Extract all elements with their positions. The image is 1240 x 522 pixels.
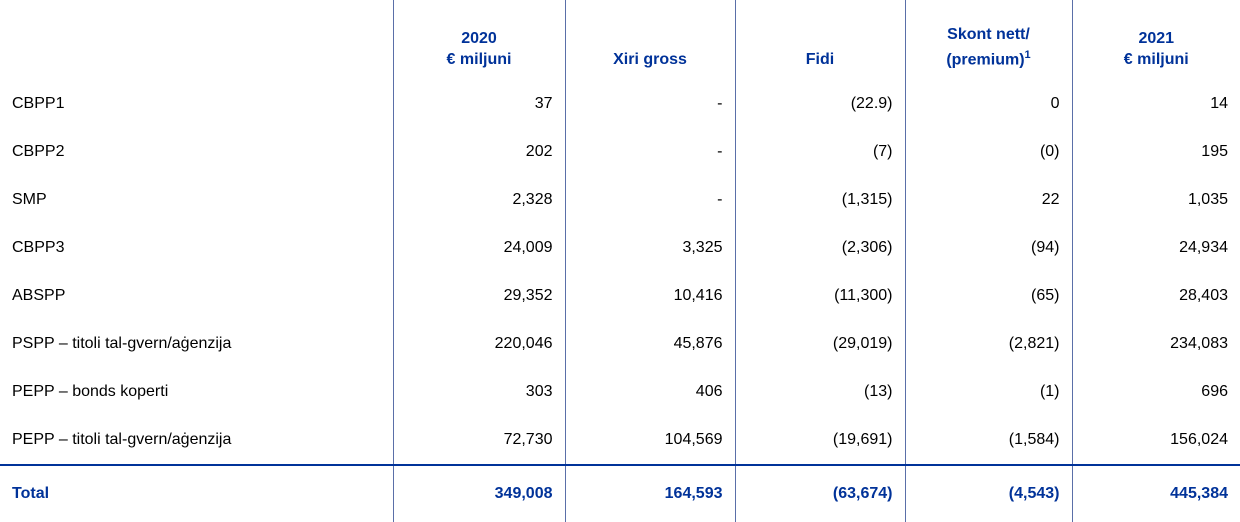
value-cell: (1,584) xyxy=(904,416,1072,465)
value-cell: 3,325 xyxy=(564,224,735,272)
header-cell: Skont nett/ (premium)1 xyxy=(904,0,1072,80)
value-cell: 0 xyxy=(904,80,1072,128)
value-cell: (65) xyxy=(904,272,1072,320)
value-cell: 22 xyxy=(904,176,1072,224)
value-cell: - xyxy=(564,128,735,176)
header-text: 2020 xyxy=(461,30,497,47)
header-cell: 2020 € miljuni xyxy=(392,0,565,80)
value-cell: 303 xyxy=(392,368,565,416)
value-cell: (1) xyxy=(904,368,1072,416)
value-cell: 2,328 xyxy=(392,176,565,224)
value-cell: (19,691) xyxy=(734,416,905,465)
value-cell: 29,352 xyxy=(392,272,565,320)
value-cell: (94) xyxy=(904,224,1072,272)
label-cell: PEPP – bonds koperti xyxy=(12,383,169,400)
header-cell: Xiri gross xyxy=(564,0,735,80)
value-cell: 37 xyxy=(392,80,565,128)
header-text: (premium) xyxy=(946,51,1025,68)
header-text: Skont nett/ xyxy=(947,25,1030,43)
value-cell: (4,543) xyxy=(904,464,1072,522)
value-cell: - xyxy=(564,80,735,128)
header-row: 2020 € miljuni Xiri gross Fidi Skont nett/ (p… xyxy=(0,0,1240,80)
label-cell: Total xyxy=(0,464,393,522)
value-cell: 349,008 xyxy=(392,464,565,522)
value-cell: (1,315) xyxy=(734,176,905,224)
data-row: CBPP3 24,009 3,325 (2,306) (94) 24,934 xyxy=(0,224,1240,272)
value-cell: 220,046 xyxy=(392,320,565,368)
value-cell: 406 xyxy=(564,368,735,416)
header-text: € miljuni xyxy=(1123,51,1189,68)
value-cell: 14 xyxy=(1071,80,1240,128)
value-cell: 10,416 xyxy=(564,272,735,320)
value-cell: 24,009 xyxy=(392,224,565,272)
total-row: Total 349,008 164,593 (63,674) (4,543) 445,38… xyxy=(0,464,1240,522)
value-cell: 234,083 xyxy=(1071,320,1240,368)
data-row: CBPP2 202- (7) (0) 195 xyxy=(0,128,1240,176)
value-cell: (63,674) xyxy=(734,464,905,522)
value-cell: 445,384 xyxy=(1071,464,1240,522)
header-cell xyxy=(0,0,393,80)
value-cell: 202 xyxy=(392,128,565,176)
value-cell: (29,019) xyxy=(734,320,905,368)
value-cell: (2,306) xyxy=(734,224,905,272)
footnote-mark: 1 xyxy=(1024,48,1031,61)
value-cell: 156,024 xyxy=(1071,416,1240,465)
value-cell: 45,876 xyxy=(564,320,735,368)
data-row: PEPP – bonds koperti 303 406 (13) (1) 696 xyxy=(0,368,1240,416)
data-row: SMP 2,328- (1,315) 22 1,035 xyxy=(0,176,1240,224)
header-text: 2021 xyxy=(1138,30,1175,47)
header-text: Xiri gross xyxy=(613,51,687,68)
label-cell: SMP xyxy=(12,191,47,208)
data-row: CBPP1 37- (22.9) 0 14 xyxy=(0,80,1240,128)
value-cell: 696 xyxy=(1071,368,1240,416)
data-row: PEPP – titoli tal-gvern/aġenzija 72,730 10… xyxy=(0,416,1240,465)
value-cell: (7) xyxy=(734,128,905,176)
header-cell: 2021 € miljuni xyxy=(1071,0,1240,80)
label-cell: CBPP3 xyxy=(12,239,65,256)
value-cell: 28,403 xyxy=(1071,272,1240,320)
label-cell: PEPP – titoli tal-gvern/aġenzija xyxy=(12,431,232,448)
table-body: CBPP1 37- (22.9) 0 14 CBPP2 202- (7) (0) 195 SMP 2,… xyxy=(0,80,1240,522)
value-cell: 1,035 xyxy=(1071,176,1240,224)
value-cell: (22.9) xyxy=(734,80,905,128)
label-cell: CBPP2 xyxy=(12,143,65,160)
value-cell: 104,569 xyxy=(564,416,735,465)
value-cell: 24,934 xyxy=(1071,224,1240,272)
data-row: ABSPP 29,352 10,416 (11,300) (65) 28,403 xyxy=(0,272,1240,320)
value-cell: 195 xyxy=(1071,128,1240,176)
value-cell: (0) xyxy=(904,128,1072,176)
value-cell: 164,593 xyxy=(564,464,735,522)
value-cell: 72,730 xyxy=(392,416,565,465)
header-text: Fidi xyxy=(805,51,835,68)
value-cell: (11,300) xyxy=(734,272,905,320)
header-text: € miljuni xyxy=(446,51,512,68)
value-cell: - xyxy=(564,176,735,224)
value-cell: (13) xyxy=(734,368,905,416)
label-cell: ABSPP xyxy=(12,287,66,304)
label-cell: PSPP – titoli tal-gvern/aġenzija xyxy=(12,335,232,352)
data-row: PSPP – titoli tal-gvern/aġenzija 220,046 4… xyxy=(0,320,1240,368)
label-cell: CBPP1 xyxy=(12,95,65,112)
value-cell: (2,821) xyxy=(904,320,1072,368)
header-cell: Fidi xyxy=(734,0,905,80)
